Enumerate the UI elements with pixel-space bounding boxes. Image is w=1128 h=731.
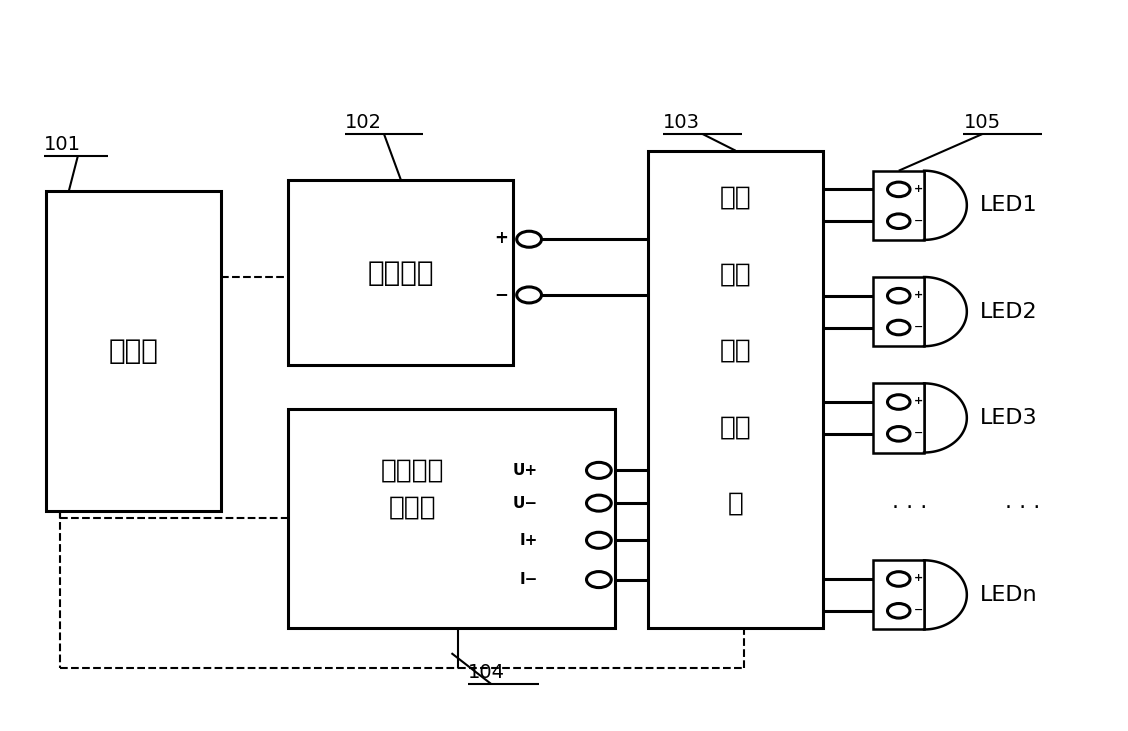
Bar — [289, 409, 615, 628]
Bar — [873, 383, 924, 452]
Bar — [873, 560, 924, 629]
Text: 104: 104 — [468, 663, 505, 682]
Text: 块: 块 — [728, 491, 743, 517]
Circle shape — [587, 532, 611, 548]
Text: 103: 103 — [663, 113, 700, 132]
Text: 切换: 切换 — [720, 262, 751, 287]
Text: U−: U− — [513, 496, 538, 511]
Bar — [649, 151, 822, 628]
Text: +: + — [914, 573, 923, 583]
Circle shape — [587, 495, 611, 511]
Text: −: − — [914, 428, 923, 438]
Circle shape — [888, 214, 910, 229]
Text: −: − — [914, 605, 923, 615]
Text: −: − — [914, 322, 923, 332]
Circle shape — [888, 604, 910, 618]
Bar — [289, 180, 513, 366]
Bar — [873, 171, 924, 240]
Text: LED3: LED3 — [980, 408, 1038, 428]
Text: 量模块: 量模块 — [388, 494, 437, 520]
Text: 器模: 器模 — [720, 414, 751, 440]
Circle shape — [587, 572, 611, 588]
Circle shape — [517, 287, 541, 303]
Text: 电源模块: 电源模块 — [368, 259, 434, 287]
Text: LED1: LED1 — [980, 195, 1038, 216]
Text: −: − — [914, 216, 923, 225]
Text: LED2: LED2 — [980, 302, 1038, 322]
Text: I−: I− — [520, 572, 538, 587]
Text: −: − — [494, 285, 508, 303]
Circle shape — [888, 572, 910, 586]
Text: · · ·: · · · — [892, 498, 927, 518]
Circle shape — [888, 395, 910, 409]
Text: +: + — [914, 396, 923, 406]
Text: +: + — [914, 183, 923, 194]
Text: I+: I+ — [520, 533, 538, 548]
Bar — [46, 191, 221, 511]
Text: 工位: 工位 — [720, 185, 751, 211]
Text: U+: U+ — [513, 463, 538, 478]
Circle shape — [587, 462, 611, 478]
Text: 102: 102 — [344, 113, 381, 132]
Text: · · ·: · · · — [1005, 498, 1041, 518]
Circle shape — [888, 320, 910, 335]
Bar — [873, 277, 924, 346]
Text: 101: 101 — [44, 135, 81, 154]
Text: +: + — [914, 290, 923, 300]
Circle shape — [517, 231, 541, 247]
Circle shape — [888, 289, 910, 303]
Text: 电参数测: 电参数测 — [380, 458, 444, 483]
Circle shape — [888, 182, 910, 197]
Text: 控制: 控制 — [720, 338, 751, 364]
Text: +: + — [494, 230, 508, 248]
Circle shape — [888, 427, 910, 441]
Text: 105: 105 — [963, 113, 1001, 132]
Text: LEDn: LEDn — [980, 585, 1038, 605]
Text: 上位机: 上位机 — [108, 337, 159, 365]
